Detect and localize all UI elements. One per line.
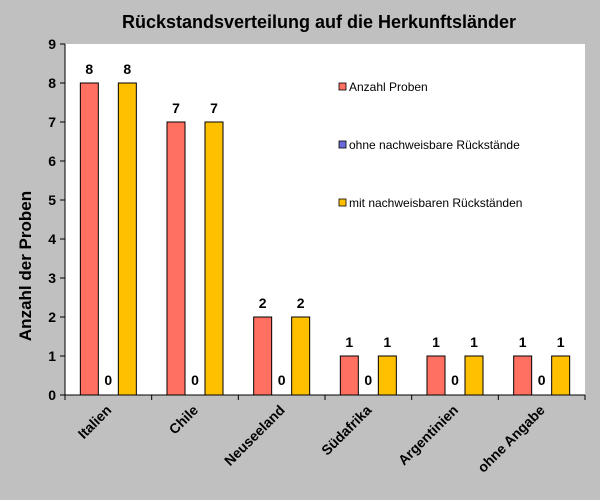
legend-label: Anzahl Proben [349,80,428,94]
x-tick-label: Chile [166,402,202,438]
x-tick-label: Italien [75,402,115,442]
legend-swatch [338,82,347,91]
y-tick-label: 7 [48,114,56,130]
x-tick-label: ohne Angabe [474,402,548,476]
bar [377,355,397,396]
x-tick-label: Südafrika [318,402,375,459]
y-axis-label: Anzahl der Proben [16,191,35,341]
data-label: 0 [104,372,112,388]
data-label: 1 [345,334,353,350]
data-label: 2 [297,295,305,311]
bar [464,355,484,396]
data-label: 1 [519,334,527,350]
data-label: 1 [470,334,478,350]
y-tick-label: 4 [48,231,56,247]
x-tick-label: Argentinien [395,402,461,468]
bars-group: 8 0 8 7 0 7 2 0 2 1 0 1 1 0 1 1 0 1 [79,61,571,396]
data-label: 8 [123,61,131,77]
bar [166,121,186,396]
bar [117,82,137,396]
bar [551,355,571,396]
data-label: 1 [432,334,440,350]
bar [339,355,359,396]
bar [253,316,273,396]
y-tick-label: 2 [48,309,56,325]
data-label: 1 [383,334,391,350]
data-label: 0 [538,372,546,388]
legend: Anzahl Proben ohne nachweisbare Rückständ… [338,80,522,210]
legend-label: mit nachweisbaren Rückständen [349,196,522,210]
legend-swatch [338,198,347,207]
bar [426,355,446,396]
y-tick-label: 6 [48,153,56,169]
x-tick-label: Neuseeland [221,402,288,469]
plot-area [65,44,585,395]
bar [204,121,224,396]
data-label: 2 [259,295,267,311]
data-label: 8 [85,61,93,77]
data-label: 0 [278,372,286,388]
bar [291,316,311,396]
legend-label: ohne nachweisbare Rückstände [349,138,520,152]
data-label: 0 [451,372,459,388]
data-label: 7 [210,100,218,116]
y-tick-label: 0 [48,387,56,403]
bar [513,355,533,396]
y-tick-label: 3 [48,270,56,286]
data-label: 0 [191,372,199,388]
y-tick-label: 8 [48,75,56,91]
y-tick-label: 1 [48,348,56,364]
y-tick-label: 5 [48,192,56,208]
y-tick-label: 9 [48,36,56,52]
data-label: 1 [557,334,565,350]
data-label: 7 [172,100,180,116]
data-label: 0 [364,372,372,388]
bar [79,82,99,396]
legend-swatch [338,140,347,149]
chart-title: Rückstandsverteilung auf die Herkunftslä… [122,12,516,32]
